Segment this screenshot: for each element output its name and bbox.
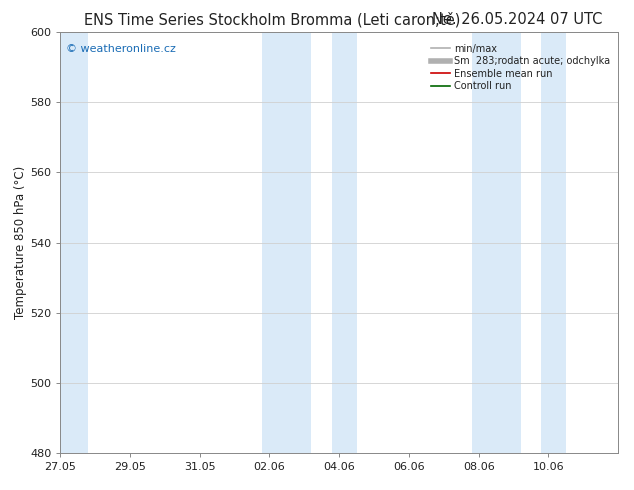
Text: ENS Time Series Stockholm Bromma (Leti caron;tě): ENS Time Series Stockholm Bromma (Leti c…: [84, 12, 461, 28]
Text: Ne. 26.05.2024 07 UTC: Ne. 26.05.2024 07 UTC: [432, 12, 602, 27]
Y-axis label: Temperature 850 hPa (°C): Temperature 850 hPa (°C): [14, 166, 27, 319]
Bar: [332, 32, 356, 453]
Bar: [472, 32, 521, 453]
Bar: [262, 32, 311, 453]
Legend: min/max, Sm  283;rodatn acute; odchylka, Ensemble mean run, Controll run: min/max, Sm 283;rodatn acute; odchylka, …: [428, 41, 613, 94]
Bar: [541, 32, 566, 453]
Bar: [60, 32, 88, 453]
Text: © weatheronline.cz: © weatheronline.cz: [66, 45, 176, 54]
